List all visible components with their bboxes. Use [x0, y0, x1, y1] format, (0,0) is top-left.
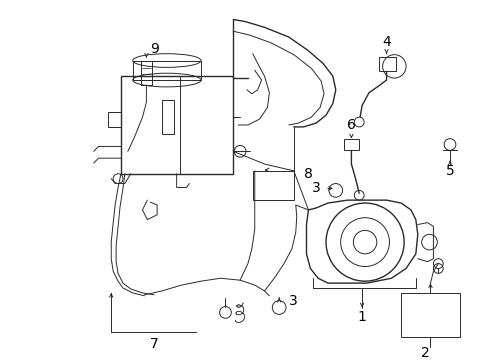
- Text: 5: 5: [445, 164, 453, 178]
- Bar: [162, 100, 173, 134]
- Text: 9: 9: [149, 42, 158, 56]
- Circle shape: [354, 117, 364, 127]
- Bar: [400, 293, 459, 337]
- Text: 4: 4: [382, 35, 390, 49]
- Bar: [378, 57, 395, 71]
- Bar: [140, 60, 152, 85]
- Text: 2: 2: [420, 346, 429, 360]
- Text: 1: 1: [357, 310, 366, 324]
- Text: 7: 7: [149, 337, 158, 351]
- Bar: [343, 139, 359, 150]
- Text: 6: 6: [346, 118, 355, 132]
- Bar: [252, 171, 293, 200]
- Text: 3: 3: [311, 181, 320, 195]
- Bar: [132, 60, 201, 80]
- Circle shape: [432, 259, 442, 269]
- Text: 3: 3: [289, 294, 298, 308]
- Bar: [121, 76, 233, 174]
- Text: 8: 8: [304, 167, 312, 181]
